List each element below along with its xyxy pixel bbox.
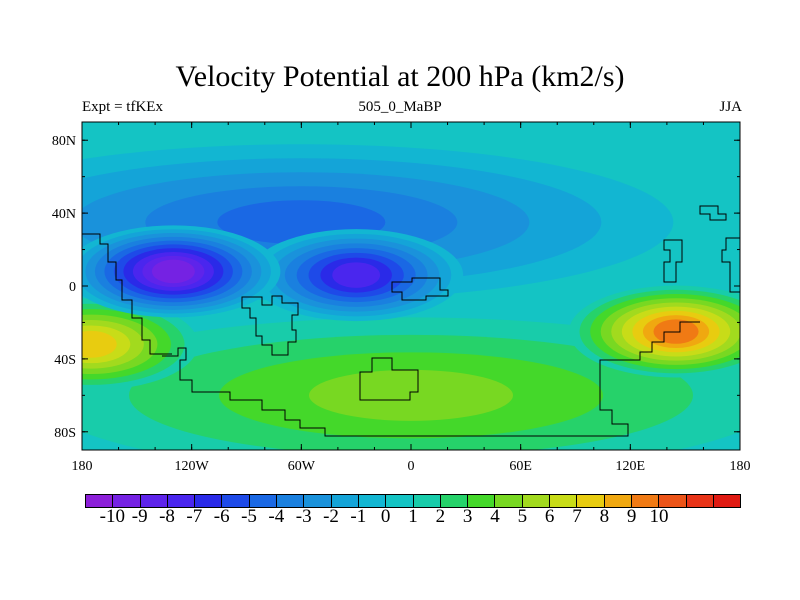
- colorbar-swatch: [495, 495, 523, 507]
- coastline-east-asia: [663, 239, 683, 283]
- colorbar-tick-label: 1: [408, 506, 418, 527]
- colorbar-tick-label: -8: [159, 506, 175, 527]
- colorbar-swatch: [167, 495, 196, 507]
- x-tick-label: 180: [730, 459, 751, 474]
- x-tick-label: 120E: [616, 459, 646, 474]
- colorbar-tick-label: -1: [350, 506, 367, 527]
- colorbar-tick-label: 5: [517, 506, 528, 527]
- colorbar-swatch: [577, 495, 605, 507]
- coastline-arabia: [391, 277, 449, 301]
- colorbar-swatch: [113, 495, 141, 507]
- colorbar-swatch: [304, 495, 332, 507]
- colorbar-tick-label: 6: [544, 506, 555, 527]
- chart-title: Velocity Potential at 200 hPa (km2/s): [175, 60, 625, 93]
- contour-level: [151, 259, 195, 284]
- x-tick-label: 120W: [175, 459, 210, 474]
- axis-ticks: 180 120W 60W 0 60E 120E 180 80N 40N 0 40S 80S: [52, 122, 751, 474]
- y-tick-label: 0: [69, 280, 76, 295]
- x-tick-label: 180: [72, 459, 93, 474]
- y-tick-label: 80S: [54, 426, 76, 441]
- colorbar-tick-label: 7: [572, 506, 582, 527]
- contour-level: [82, 330, 117, 358]
- y-tick-label: 80N: [52, 134, 76, 149]
- contour-level: [332, 262, 381, 288]
- colorbar-tick-label: 8: [599, 506, 610, 527]
- x-tick-label: 60W: [288, 459, 316, 474]
- colorbar-tick-label: -2: [323, 506, 339, 527]
- x-tick-label: 0: [408, 459, 415, 474]
- colorbar-swatch: [277, 495, 305, 507]
- colorbar-swatch: [522, 495, 551, 507]
- colorbar-swatch: [659, 495, 687, 507]
- colorbar-swatch: [468, 495, 496, 507]
- colorbar-swatch: [86, 495, 114, 507]
- colorbar-swatch: [195, 495, 223, 507]
- coastline-africa: [359, 357, 419, 401]
- colorbar-swatch: [222, 495, 250, 507]
- colorbar-tick-label: 9: [626, 506, 637, 527]
- colorbar-tick-label: 2: [435, 506, 446, 527]
- colorbar-swatch: [631, 495, 660, 507]
- colorbar-tick-label: 0: [380, 506, 391, 527]
- colorbar-swatch: [440, 495, 469, 507]
- coastline-west-pacific: [82, 233, 172, 355]
- x-tick-label: 60E: [509, 459, 532, 474]
- coastline-outline: [82, 205, 741, 437]
- colorbar-tick-label: 3: [462, 506, 473, 527]
- subtitle-right: JJA: [719, 99, 742, 115]
- colorbar-swatch: [713, 495, 741, 507]
- colorbar-tick-label: -3: [295, 506, 312, 527]
- colorbar-swatch: [686, 495, 714, 507]
- coastline-americas: [241, 295, 299, 356]
- colorbar-swatch: [386, 495, 414, 507]
- colorbar: [85, 494, 741, 508]
- colorbar-tick-label: -9: [131, 506, 148, 527]
- colorbar-swatch: [550, 495, 578, 507]
- colorbar-tick-label: -10: [99, 506, 125, 527]
- coastline-south-america: [162, 321, 700, 437]
- colorbar-tick-label: -5: [241, 506, 257, 527]
- y-tick-label: 40N: [52, 207, 76, 222]
- colorbar-swatch: [413, 495, 441, 507]
- colorbar-tick-label: -7: [186, 506, 203, 527]
- colorbar-swatch: [358, 495, 387, 507]
- colorbar-tick-label: 4: [490, 506, 500, 527]
- colorbar-swatch: [604, 495, 632, 507]
- colorbar-swatch: [140, 495, 168, 507]
- colorbar-swatch: [331, 495, 359, 507]
- contour-level: [309, 369, 513, 421]
- colorbar-swatch: [249, 495, 278, 507]
- colorbar-tick-label: -4: [268, 506, 285, 527]
- colorbar-tick-label: 10: [649, 506, 669, 527]
- subtitle-left: Expt = tfKEx: [82, 99, 163, 115]
- subtitle-center: 505_0_MaBP: [358, 99, 442, 115]
- y-tick-label: 40S: [54, 353, 76, 368]
- velocity-potential-field: [82, 122, 740, 450]
- colorbar-tick-label: -6: [213, 506, 230, 527]
